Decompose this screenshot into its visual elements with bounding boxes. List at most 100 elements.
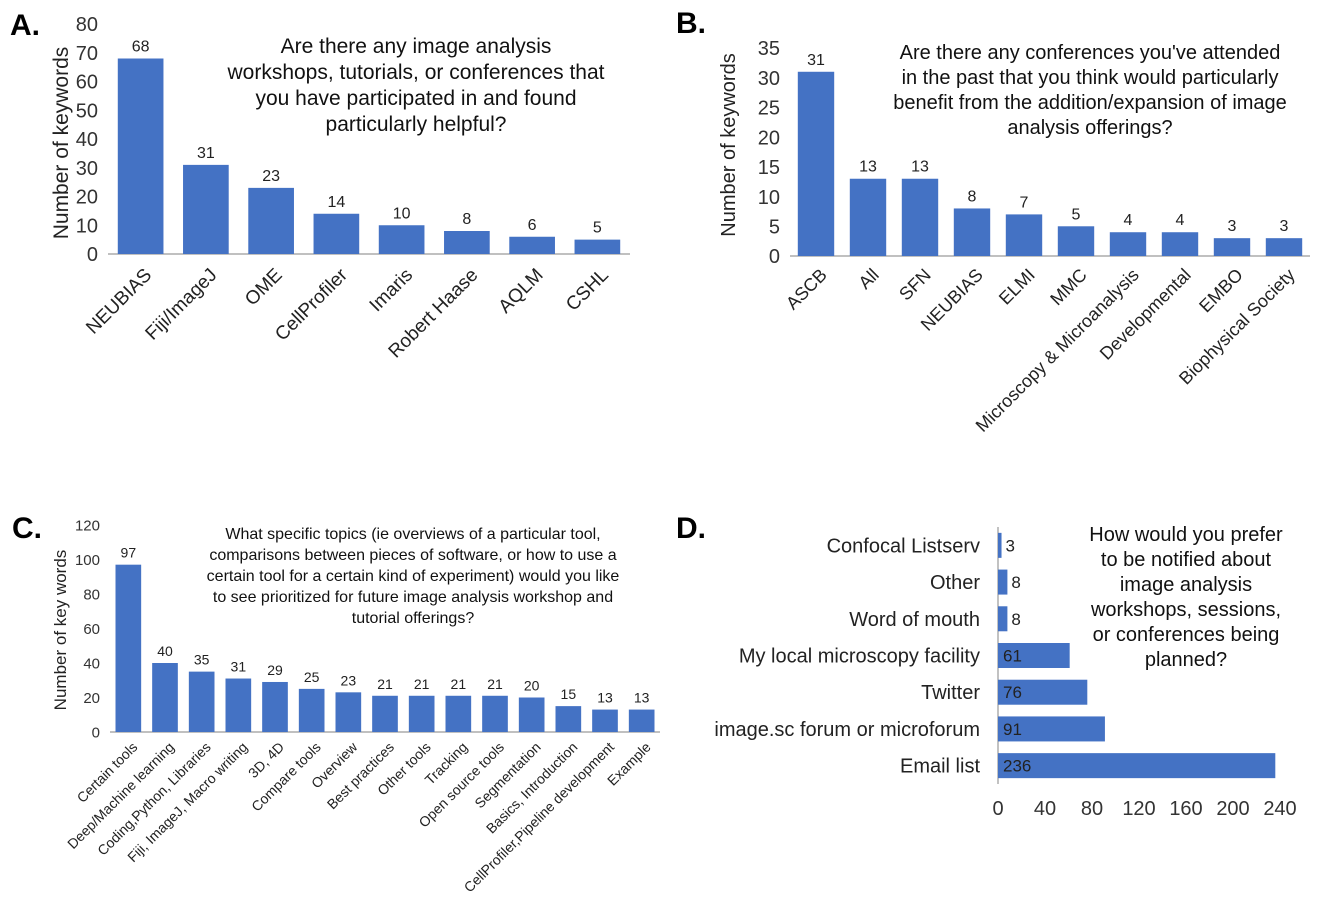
y-tick-label: 80	[76, 14, 98, 36]
category-label: Twitter	[921, 682, 980, 704]
bar	[248, 187, 294, 254]
panel-b-y-axis-title: Number of keywords	[718, 53, 740, 236]
data-label: 35	[194, 652, 210, 668]
data-label: 23	[262, 168, 280, 185]
panel-c-question-line: certain tool for a certain kind of exper…	[207, 568, 620, 585]
bar	[1005, 214, 1043, 256]
data-label: 3	[1228, 218, 1237, 235]
category-label: image.sc forum or microforum	[714, 719, 980, 741]
x-tick-label: 240	[1263, 798, 1296, 820]
data-label: 23	[341, 672, 357, 688]
bar	[1057, 226, 1095, 256]
data-label: 6	[528, 217, 537, 234]
y-tick-label: 0	[92, 724, 100, 741]
y-tick-label: 20	[76, 187, 98, 209]
x-tick-label: 200	[1216, 798, 1249, 820]
data-label: 21	[377, 676, 393, 692]
category-label: AQLM	[495, 265, 548, 318]
bar	[444, 231, 490, 254]
category-label: SFN	[895, 265, 935, 305]
bar	[408, 695, 435, 732]
panel-c-question: What specific topics (ie overviews of a …	[207, 526, 620, 627]
x-tick-label: 40	[1034, 798, 1056, 820]
data-label: 14	[327, 194, 345, 211]
data-label: 31	[807, 52, 825, 69]
data-label: 5	[593, 220, 602, 237]
y-tick-label: 5	[769, 216, 780, 238]
y-tick-label: 30	[758, 68, 780, 90]
panel-a-question: Are there any image analysis workshops, …	[226, 35, 604, 136]
bar	[298, 688, 325, 732]
panel-b-question-line: Are there any conferences you've attende…	[900, 42, 1281, 64]
y-tick-label: 10	[758, 187, 780, 209]
data-label: 236	[1003, 757, 1031, 776]
category-label: Imaris	[366, 265, 417, 316]
category-label: OME	[241, 265, 286, 310]
bar	[998, 606, 1008, 632]
bar	[998, 716, 1105, 742]
data-label: 8	[1011, 610, 1020, 629]
panel-a-question-line: workshops, tutorials, or conferences tha…	[226, 61, 604, 84]
bar	[1109, 232, 1147, 256]
panel-c-question-line: comparisons between pieces of software, …	[209, 547, 616, 564]
data-label: 3	[1006, 536, 1015, 555]
y-tick-label: 60	[76, 72, 98, 94]
category-label: Word of mouth	[849, 609, 980, 631]
data-label: 76	[1003, 683, 1022, 702]
data-label: 61	[1003, 647, 1022, 666]
panel-c-y-axis-title: Number of key words	[51, 550, 70, 711]
bar	[225, 678, 252, 732]
bar	[445, 695, 472, 732]
y-tick-label: 10	[76, 215, 98, 237]
data-label: 13	[634, 690, 650, 706]
data-label: 25	[304, 669, 320, 685]
bar	[797, 71, 835, 257]
panel-c: C. What specific topics (ie overviews of…	[12, 512, 660, 895]
bar	[115, 564, 142, 732]
category-label: Other	[930, 572, 980, 594]
y-tick-label: 40	[76, 129, 98, 151]
bar	[188, 671, 215, 732]
bar	[574, 239, 621, 254]
y-tick-label: 0	[87, 244, 98, 266]
y-tick-label: 100	[75, 552, 100, 569]
bar	[262, 681, 288, 732]
panel-b-question-line: benefit from the addition/expansion of i…	[893, 92, 1287, 114]
x-tick-label: 160	[1169, 798, 1202, 820]
panel-b-question-line: analysis offerings?	[1007, 117, 1172, 139]
panel-d-question-line: workshops, sessions,	[1090, 599, 1281, 621]
panel-a-question-line: particularly helpful?	[326, 113, 507, 136]
bar	[592, 709, 618, 732]
bar	[628, 709, 655, 732]
bar	[117, 58, 164, 254]
category-label: CellProfiler	[271, 264, 352, 345]
panel-d-question-line: image analysis	[1120, 574, 1252, 596]
panel-c-question-line: What specific topics (ie overviews of a …	[225, 526, 600, 543]
panel-d-question-line: to be notified about	[1101, 549, 1272, 571]
bar	[518, 697, 545, 732]
category-label: All	[855, 265, 883, 293]
bar	[372, 695, 398, 732]
data-label: 8	[1011, 573, 1020, 592]
y-tick-label: 40	[83, 655, 100, 672]
panel-a-label: A.	[10, 9, 40, 42]
data-label: 15	[561, 686, 577, 702]
data-label: 8	[968, 188, 977, 205]
data-label: 21	[487, 676, 503, 692]
bar	[183, 164, 229, 254]
data-label: 29	[267, 662, 283, 678]
category-label: MMC	[1046, 265, 1091, 310]
data-label: 91	[1003, 720, 1022, 739]
panel-b-question-line: in the past that you think would particu…	[902, 67, 1279, 89]
category-label: EMBO	[1195, 265, 1247, 317]
bar	[998, 679, 1088, 705]
data-label: 4	[1176, 212, 1185, 229]
bar	[849, 178, 887, 256]
y-tick-label: 80	[83, 586, 100, 603]
panel-b-question: Are there any conferences you've attende…	[893, 42, 1287, 139]
y-tick-label: 50	[76, 100, 98, 122]
panel-c-question-line: to see prioritized for future image anal…	[213, 589, 613, 606]
data-label: 20	[524, 678, 540, 694]
bar	[1161, 232, 1199, 256]
